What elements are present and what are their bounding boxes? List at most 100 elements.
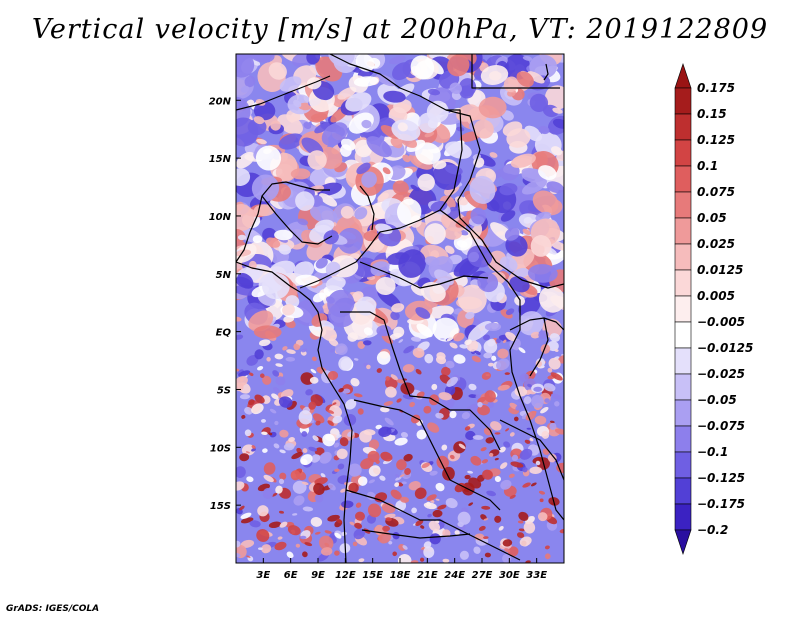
- field-cell: [274, 353, 284, 360]
- field-cell: [481, 459, 489, 464]
- field-cell: [257, 366, 264, 371]
- colorbar-label: −0.175: [697, 497, 745, 511]
- field-cell: [404, 468, 411, 475]
- field-cell: [484, 552, 491, 558]
- field-cell: [274, 229, 293, 241]
- field-cell: [363, 429, 376, 436]
- field-cell: [504, 548, 511, 553]
- field-cell: [353, 393, 363, 398]
- field-cell: [266, 237, 281, 248]
- field-cell: [251, 403, 264, 415]
- field-cell: [401, 481, 407, 485]
- field-cell: [349, 521, 355, 526]
- field-cell: [295, 543, 301, 548]
- field-cell: [424, 256, 440, 267]
- field-cell: [554, 401, 560, 407]
- field-cell: [453, 354, 466, 364]
- field-cell: [285, 356, 296, 362]
- field-cell: [390, 137, 403, 149]
- field-cell: [487, 338, 496, 347]
- field-cell: [310, 368, 317, 374]
- colorbar-bin: [674, 113, 692, 141]
- lon-tick-label: 18E: [390, 570, 411, 581]
- colorbar-top-arrow: [674, 63, 692, 89]
- field-cell: [279, 449, 286, 454]
- colorbar-bin: [674, 399, 692, 427]
- field-cell: [392, 62, 412, 81]
- field-cell: [395, 476, 402, 481]
- field-cell: [498, 525, 504, 531]
- field-cell: [429, 533, 441, 545]
- field-cell: [279, 472, 287, 480]
- field-cell: [488, 362, 494, 367]
- field-cell: [278, 396, 293, 408]
- field-cell: [468, 502, 474, 506]
- field-cell: [368, 479, 375, 484]
- field-cell: [552, 107, 563, 114]
- field-cell: [302, 506, 314, 512]
- colorbar-label: −0.2: [697, 523, 728, 537]
- field-cell: [314, 493, 324, 503]
- field-cell: [454, 530, 460, 536]
- field-cell: [469, 175, 496, 204]
- field-cell: [403, 345, 415, 354]
- field-cell: [459, 550, 469, 560]
- field-cell: [481, 371, 492, 380]
- field-cell: [482, 469, 493, 480]
- field-cell: [378, 426, 392, 437]
- field-cell: [272, 370, 280, 377]
- field-cell: [464, 339, 472, 346]
- colorbar-bin: [674, 191, 692, 219]
- field-cell: [432, 160, 447, 170]
- field-cell: [494, 432, 501, 435]
- lon-tick-label: 6E: [284, 570, 298, 581]
- field-cell: [457, 511, 471, 525]
- lat-tick-label: 10N: [209, 212, 232, 223]
- field-cell: [282, 303, 295, 316]
- field-cell: [483, 352, 493, 359]
- field-cell: [342, 388, 351, 394]
- field-cell: [464, 426, 471, 431]
- field-cell: [282, 221, 309, 246]
- field-cell: [348, 112, 374, 134]
- colorbar-label: 0.05: [697, 211, 727, 225]
- field-cell: [484, 390, 496, 403]
- field-cell: [275, 485, 283, 494]
- field-cell: [442, 558, 450, 563]
- field-cell: [361, 171, 377, 188]
- lat-tick-label: 20N: [209, 96, 232, 107]
- field-cell: [301, 348, 308, 353]
- field-cell: [293, 495, 305, 506]
- field-cell: [240, 85, 250, 93]
- field-cell: [292, 54, 311, 67]
- colorbar-label: −0.075: [697, 419, 745, 433]
- field-cell: [427, 513, 432, 518]
- field-cell: [263, 434, 268, 439]
- field-cell: [538, 125, 550, 135]
- field-cell: [241, 414, 246, 419]
- field-cell: [484, 322, 502, 332]
- field-cell: [473, 157, 485, 168]
- field-cell: [255, 145, 282, 171]
- field-cell: [424, 131, 435, 138]
- field-cell: [314, 531, 321, 535]
- field-cell: [538, 165, 557, 181]
- field-cell: [489, 452, 494, 457]
- field-cell: [408, 481, 421, 491]
- field-cell: [496, 358, 510, 371]
- lon-tick-label: 33E: [526, 570, 547, 581]
- field-cell: [386, 252, 410, 265]
- field-cell: [279, 521, 288, 528]
- field-cell: [544, 545, 550, 550]
- field-cell: [419, 557, 425, 562]
- lon-tick-label: 24E: [444, 570, 465, 581]
- colorbar-bottom-arrow: [674, 529, 692, 555]
- field-cell: [363, 340, 372, 346]
- field-cell: [236, 375, 248, 387]
- field-cell: [380, 406, 390, 413]
- lon-tick-label: 9E: [311, 570, 325, 581]
- lat-tick-label: 15N: [209, 154, 232, 165]
- colorbar-label: 0.125: [697, 133, 735, 147]
- field-cell: [416, 429, 427, 440]
- colorbar-bin: [674, 425, 692, 453]
